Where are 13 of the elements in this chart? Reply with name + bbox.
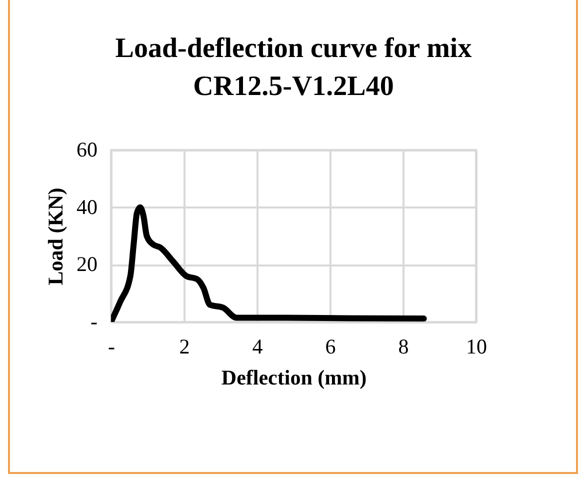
y-tick-label: 40 [76,194,98,219]
y-axis-title: Load (KN) [44,188,68,286]
y-tick-label: 20 [76,252,98,276]
chart-title: Load-deflection curve for mix CR12.5-V1.2L40 [115,33,472,102]
x-tick-label: 10 [466,334,487,358]
y-tick-label: 60 [76,138,98,162]
x-tick-label: 4 [252,334,264,358]
x-tick-label: 6 [325,334,336,358]
x-axis-title: Deflection (mm) [221,366,367,390]
x-tick-label: 2 [179,334,190,358]
x-tick-label: - [108,334,115,358]
x-tick-label: 8 [398,334,409,358]
y-tick-label: - [90,310,98,334]
